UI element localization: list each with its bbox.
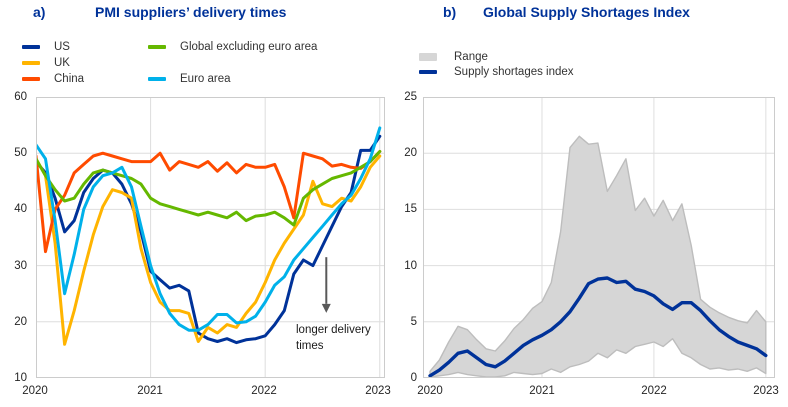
y-tick-label-a-30: 30 xyxy=(14,260,27,272)
y-tick-label-b-10: 10 xyxy=(404,260,417,272)
panel-a-title: PMI suppliers’ delivery times xyxy=(95,4,287,20)
legend-swatch-global-excluding-euro-area xyxy=(148,45,166,49)
x-tick-label-a-2023: 2023 xyxy=(365,385,391,397)
range-area xyxy=(429,135,767,378)
y-tick-label-a-10: 10 xyxy=(14,372,27,384)
panel-b-title: Global Supply Shortages Index xyxy=(483,4,690,20)
y-tick-label-a-20: 20 xyxy=(14,316,27,328)
legend-item-uk: UK xyxy=(22,55,70,71)
legend-swatch-us xyxy=(22,45,40,49)
legend-item-euro-area: Euro area xyxy=(148,71,231,87)
plot-border xyxy=(36,97,385,378)
y-tick-label-b-5: 5 xyxy=(410,316,417,328)
legend-label-global-excluding-euro-area: Global excluding euro area xyxy=(180,41,318,53)
y-tick-label-b-20: 20 xyxy=(404,147,417,159)
x-tick-label-a-2020: 2020 xyxy=(22,385,48,397)
x-tick-label-b-2022: 2022 xyxy=(641,385,667,397)
series-line-china xyxy=(36,150,382,254)
x-tick-label-b-2020: 2020 xyxy=(417,385,443,397)
y-tick-label-b-0: 0 xyxy=(410,372,417,384)
legend-item-us: US xyxy=(22,39,70,55)
x-tick-label-a-2022: 2022 xyxy=(251,385,277,397)
series-line-euro-area xyxy=(36,126,382,332)
series-line-global-excluding-euro-area xyxy=(36,150,382,227)
legend-item-china: China xyxy=(22,71,84,87)
y-tick-label-a-50: 50 xyxy=(14,147,27,159)
y-tick-label-a-40: 40 xyxy=(14,203,27,215)
y-tick-label-b-25: 25 xyxy=(404,91,417,103)
legend-swatch-supply-shortages-index xyxy=(419,70,437,74)
annotation-line-2: times xyxy=(296,339,324,352)
legend-item-supply-shortages-index: Supply shortages index xyxy=(419,64,574,80)
x-tick-label-a-2021: 2021 xyxy=(137,385,163,397)
legend-label-china: China xyxy=(54,73,85,85)
y-tick-label-a-60: 60 xyxy=(14,91,27,103)
legend-swatch-uk xyxy=(22,61,40,65)
legend-item-global-excluding-euro-area: Global excluding euro area xyxy=(148,39,317,55)
y-tick-label-b-15: 15 xyxy=(404,203,417,215)
x-tick-label-b-2021: 2021 xyxy=(529,385,555,397)
legend-swatch-euro-area xyxy=(148,77,166,81)
panel-a-label: a) xyxy=(33,4,46,20)
down-arrow-icon xyxy=(321,257,331,313)
series-line-us xyxy=(36,134,382,345)
x-tick-label-b-2023: 2023 xyxy=(753,385,779,397)
legend-label-supply-shortages-index: Supply shortages index xyxy=(454,66,574,78)
annotation-longer-delivery-times: longer delivery times xyxy=(296,323,388,354)
legend-item-range: Range xyxy=(419,49,488,65)
plot-border xyxy=(423,97,775,378)
legend-swatch-range xyxy=(419,53,437,61)
legend-label-range: Range xyxy=(454,51,488,63)
panel-b-label: b) xyxy=(443,4,457,20)
series-line-uk xyxy=(36,154,382,346)
annotation-line-1: longer delivery xyxy=(296,324,371,336)
legend-label-euro-area: Euro area xyxy=(180,73,231,85)
legend-label-uk: UK xyxy=(54,57,70,69)
series-line-supply-shortages-index xyxy=(428,276,768,378)
chart-a-canvas xyxy=(36,97,385,378)
legend-swatch-china xyxy=(22,77,40,81)
chart-b-canvas xyxy=(423,97,775,378)
legend-label-us: US xyxy=(54,41,70,53)
